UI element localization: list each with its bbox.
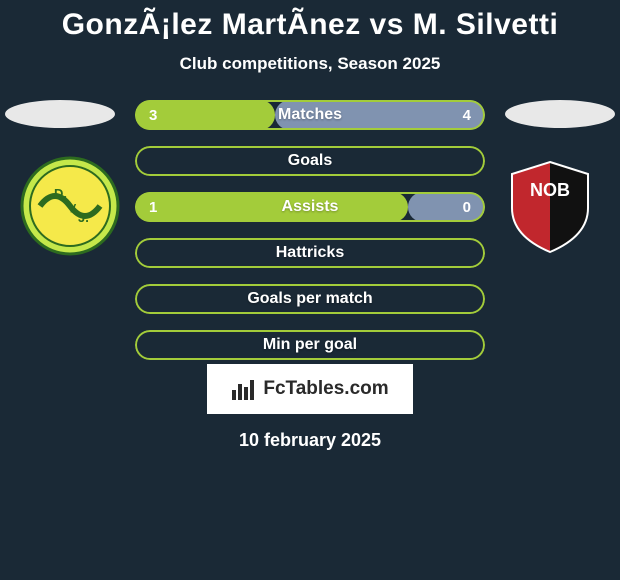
- player-photo-right: [505, 100, 615, 128]
- bar-value-left: 1: [149, 192, 157, 222]
- stat-bars: Matches3 4 Goals Assists1 0 Hattricks Goals pe…: [135, 100, 485, 376]
- stat-row: Min per goal: [135, 330, 485, 360]
- bars-icon: [231, 378, 257, 400]
- bar-label: Goals per match: [135, 284, 485, 314]
- bar-label: Goals: [135, 146, 485, 176]
- bar-value-left: 3: [149, 100, 157, 130]
- subtitle: Club competitions, Season 2025: [0, 54, 620, 74]
- comparison-area: D. y J. NOB Matches3 4 Goals Assists1 0 Hattr…: [0, 100, 620, 360]
- svg-text:y: y: [70, 201, 77, 213]
- date-label: 10 february 2025: [0, 430, 620, 451]
- bar-label: Matches: [135, 100, 485, 130]
- bar-label: Min per goal: [135, 330, 485, 360]
- club-badge-left: D. y J.: [20, 156, 120, 256]
- bar-label: Hattricks: [135, 238, 485, 268]
- player-photo-left: [5, 100, 115, 128]
- bar-label: Assists: [135, 192, 485, 222]
- stat-row: Assists1 0: [135, 192, 485, 222]
- bar-value-right: 0: [463, 192, 471, 222]
- brand-text: FcTables.com: [263, 378, 388, 400]
- svg-text:NOB: NOB: [530, 180, 570, 200]
- club-badge-right: NOB: [500, 156, 600, 256]
- stat-row: Hattricks: [135, 238, 485, 268]
- svg-text:J.: J.: [78, 210, 89, 225]
- stat-row: Goals per match: [135, 284, 485, 314]
- page-title: GonzÃ¡lez MartÃnez vs M. Silvetti: [0, 0, 620, 42]
- stat-row: Matches3 4: [135, 100, 485, 130]
- svg-text:D.: D.: [54, 186, 67, 201]
- stat-row: Goals: [135, 146, 485, 176]
- bar-value-right: 4: [463, 100, 471, 130]
